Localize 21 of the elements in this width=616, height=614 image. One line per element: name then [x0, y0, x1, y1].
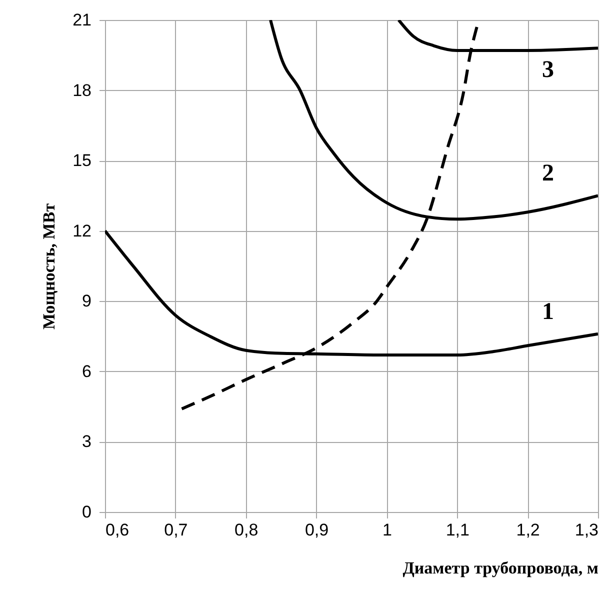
y-tick-label: 3: [82, 432, 92, 452]
x-tick-label: 1,2: [516, 520, 540, 540]
y-tick-label: 6: [82, 362, 92, 381]
y-tick-label: 21: [72, 10, 92, 30]
y-tick-label: 9: [82, 292, 92, 311]
x-tick-label: 0,7: [164, 520, 188, 540]
y-axis-title: Мощность, МВт: [40, 202, 59, 330]
x-tick-label: 0,6: [106, 520, 130, 540]
series-label: 1: [542, 298, 554, 325]
x-tick-label: 0,8: [234, 520, 258, 540]
series-label: 2: [542, 160, 554, 187]
y-tick-label: 0: [82, 502, 92, 522]
y-tick-label: 15: [72, 151, 92, 170]
x-tick-label: 1,1: [446, 520, 470, 540]
x-axis-title: Диаметр трубопровода, м: [402, 558, 599, 578]
y-tick-label: 12: [72, 221, 92, 240]
x-tick-label: 0,9: [304, 520, 329, 540]
y-tick-label: 18: [72, 80, 92, 100]
x-tick-label: 1,3: [574, 520, 598, 540]
x-tick-label: 1: [382, 520, 392, 540]
series-label: 3: [542, 57, 554, 84]
